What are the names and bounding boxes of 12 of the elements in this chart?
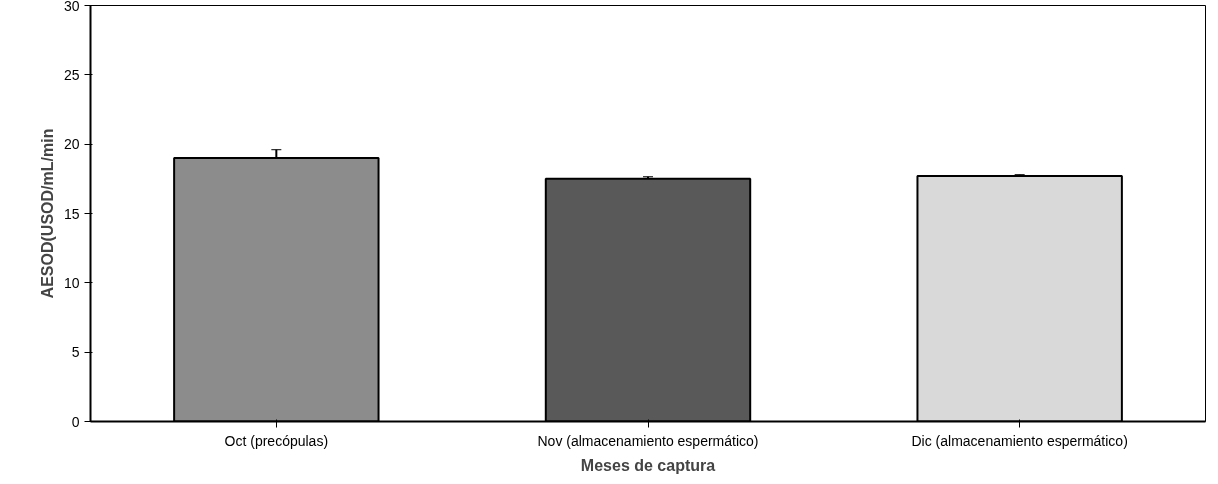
y-axis-title: AESOD(USOD/mL/min [38, 128, 56, 299]
x-tick-label: Oct (precópulas) [224, 432, 329, 449]
x-tick-label: Dic (almacenamiento espermático) [911, 432, 1128, 449]
y-tick-label: 20 [63, 136, 80, 153]
y-tick-label: 10 [63, 274, 80, 291]
x-tick-label: Nov (almacenamiento espermático) [537, 432, 759, 449]
y-tick-label: 0 [71, 413, 80, 430]
y-tick-label: 25 [63, 66, 80, 83]
y-tick-label: 5 [71, 344, 80, 361]
x-axis-title: Meses de captura [580, 456, 716, 474]
y-tick-label: 15 [63, 205, 80, 222]
y-tick-label: 30 [63, 0, 80, 14]
